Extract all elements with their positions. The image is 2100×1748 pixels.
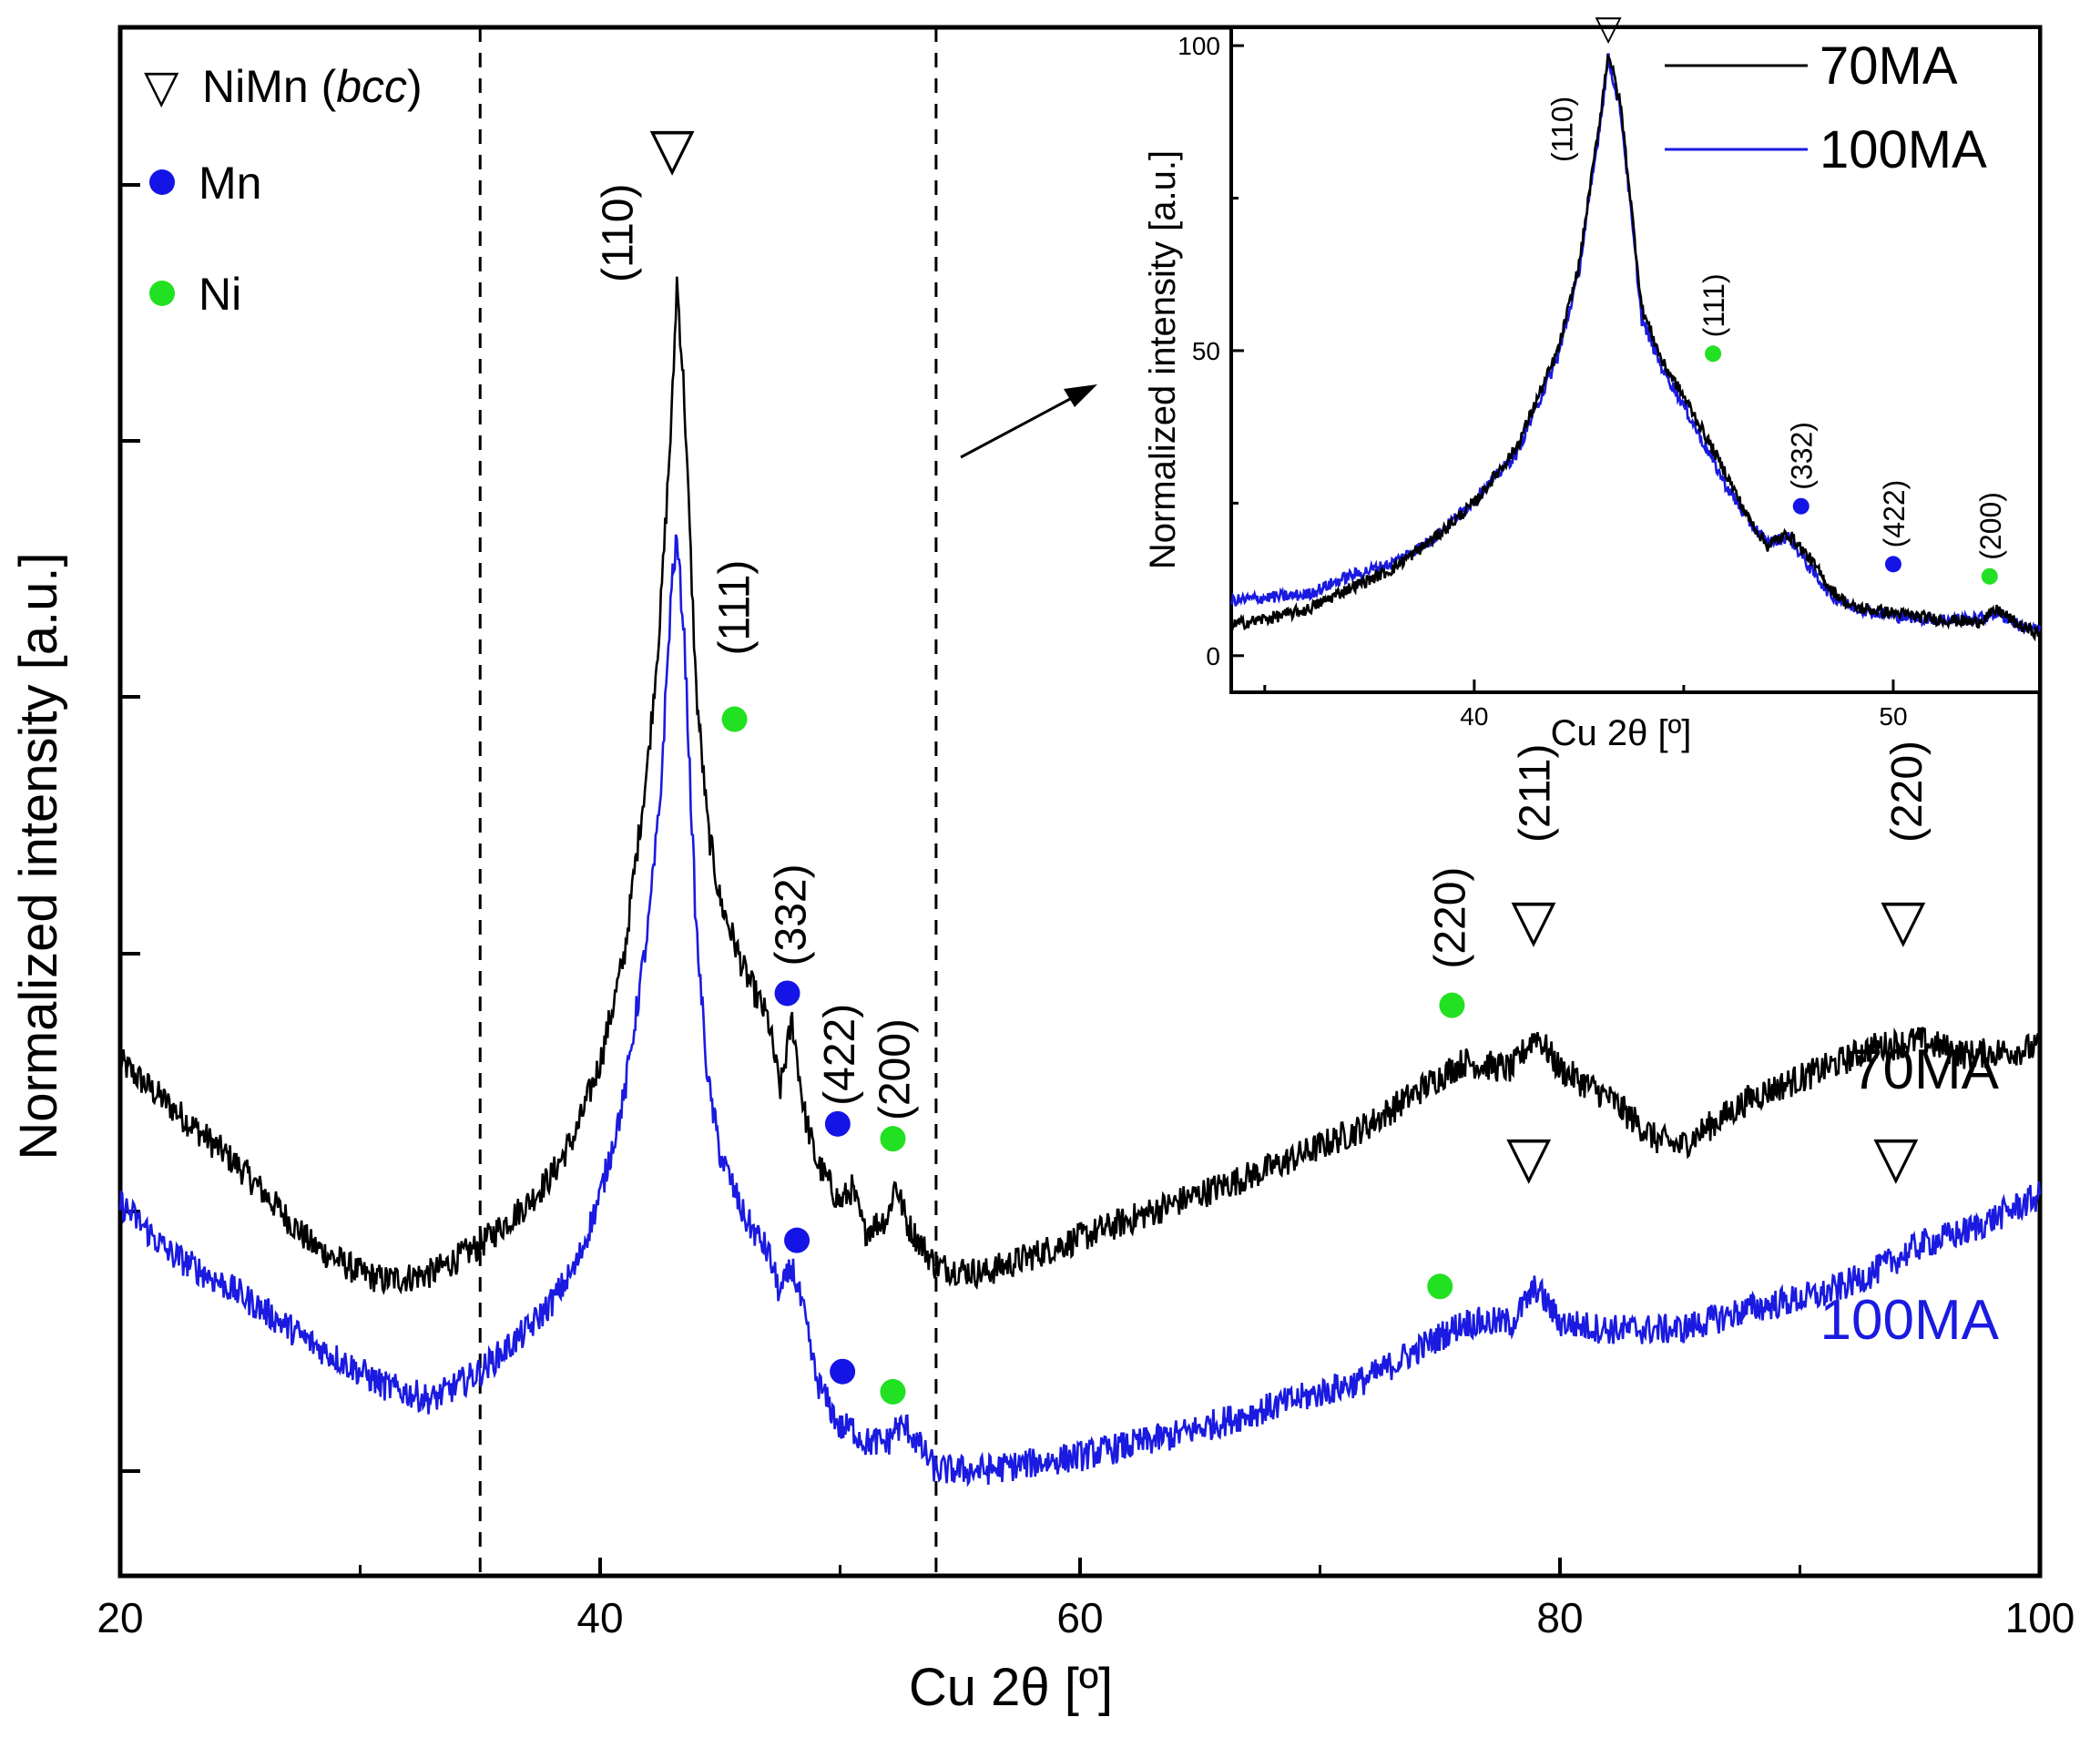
ni-marker <box>721 706 748 732</box>
label-70ma: 70MA <box>1851 1038 2000 1101</box>
ni-marker <box>1439 992 1465 1018</box>
hkl-label: (111) <box>711 560 759 656</box>
inset-hkl-label: (111) <box>1697 273 1730 337</box>
mn-marker <box>774 980 800 1007</box>
y-axis-title: Normalized intensity [a.u.] <box>9 552 68 1160</box>
inset-x-tick-label: 40 <box>1460 702 1488 731</box>
inset-plot-frame <box>1229 26 2042 694</box>
legend-bcc-symbol: ▽ <box>144 61 179 112</box>
inset-x-axis-title: Cu 2θ [º] <box>1551 713 1692 753</box>
legend-mn-dot <box>149 169 175 195</box>
mn-marker <box>830 1358 856 1385</box>
x-tick-label: 20 <box>97 1594 143 1641</box>
x-tick-label: 60 <box>1056 1594 1103 1641</box>
hkl-label: (220) <box>1426 867 1474 969</box>
inset-ni-marker <box>1705 345 1722 363</box>
mn-marker <box>784 1227 810 1253</box>
mn-marker <box>824 1110 851 1137</box>
hkl-label: (211) <box>1512 744 1560 843</box>
bcc-triangle-marker: ▽ <box>1506 1124 1552 1190</box>
x-tick-label: 80 <box>1536 1594 1583 1641</box>
inset-y-axis-title: Normalized intensity [a.u.] <box>1143 150 1183 569</box>
inset-hkl-label: (332) <box>1786 422 1819 490</box>
label-100ma: 100MA <box>1820 1289 2000 1352</box>
inset-mn-marker <box>1884 556 1901 573</box>
bcc-triangle-marker: ▽ <box>1511 887 1556 953</box>
inset-y-tick-label: 50 <box>1192 337 1220 365</box>
main-legend: ▽ NiMn (bcc) Mn Ni <box>144 61 423 320</box>
series-line-70ma <box>118 276 2042 1295</box>
inset-hkl-label: (110) <box>1545 97 1578 162</box>
inset-pointer-arrow <box>960 384 1097 459</box>
ni-marker <box>880 1378 906 1405</box>
inset-hkl-label: (422) <box>1878 480 1911 548</box>
inset-y-tick-label: 100 <box>1177 32 1220 60</box>
hkl-label: (220) <box>1883 741 1932 843</box>
inset-legend-label-70ma: 70MA <box>1820 36 1958 96</box>
bcc-triangle-marker: ▽ <box>649 116 695 181</box>
x-tick-label: 100 <box>2005 1594 2075 1641</box>
inset-y-tick-label: 0 <box>1206 642 1220 670</box>
legend-ni-label: Ni <box>199 269 241 320</box>
ni-marker <box>1427 1273 1453 1300</box>
series-line-100ma <box>118 534 2042 1487</box>
inset-legend-label-100ma: 100MA <box>1820 120 1987 179</box>
hkl-label: (332) <box>768 864 816 966</box>
legend-ni-dot <box>149 281 175 306</box>
inset-ni-marker <box>1981 567 1998 585</box>
inset-mn-marker <box>1792 497 1809 515</box>
inset-x-tick-label: 50 <box>1879 702 1907 731</box>
bcc-triangle-marker: ▽ <box>1873 1124 1919 1190</box>
hkl-label: (200) <box>871 1018 919 1120</box>
inset-hkl-label: (200) <box>1974 492 2007 560</box>
bcc-triangle-marker: ▽ <box>1881 887 1926 953</box>
legend-mn-label: Mn <box>199 158 261 209</box>
inset-bcc-triangle-marker: ▽ <box>1595 9 1622 47</box>
legend-bcc-label: NiMn (bcc) <box>202 61 423 112</box>
hkl-label: (422) <box>816 1004 864 1106</box>
hkl-label: (110) <box>594 184 642 283</box>
inset-series-line-70ma <box>1229 53 2042 642</box>
inset-legend: 70MA 100MA <box>1665 36 1987 179</box>
ni-marker <box>880 1126 906 1152</box>
x-tick-label: 40 <box>576 1594 623 1641</box>
x-axis-title: Cu 2θ [º] <box>909 1658 1113 1717</box>
